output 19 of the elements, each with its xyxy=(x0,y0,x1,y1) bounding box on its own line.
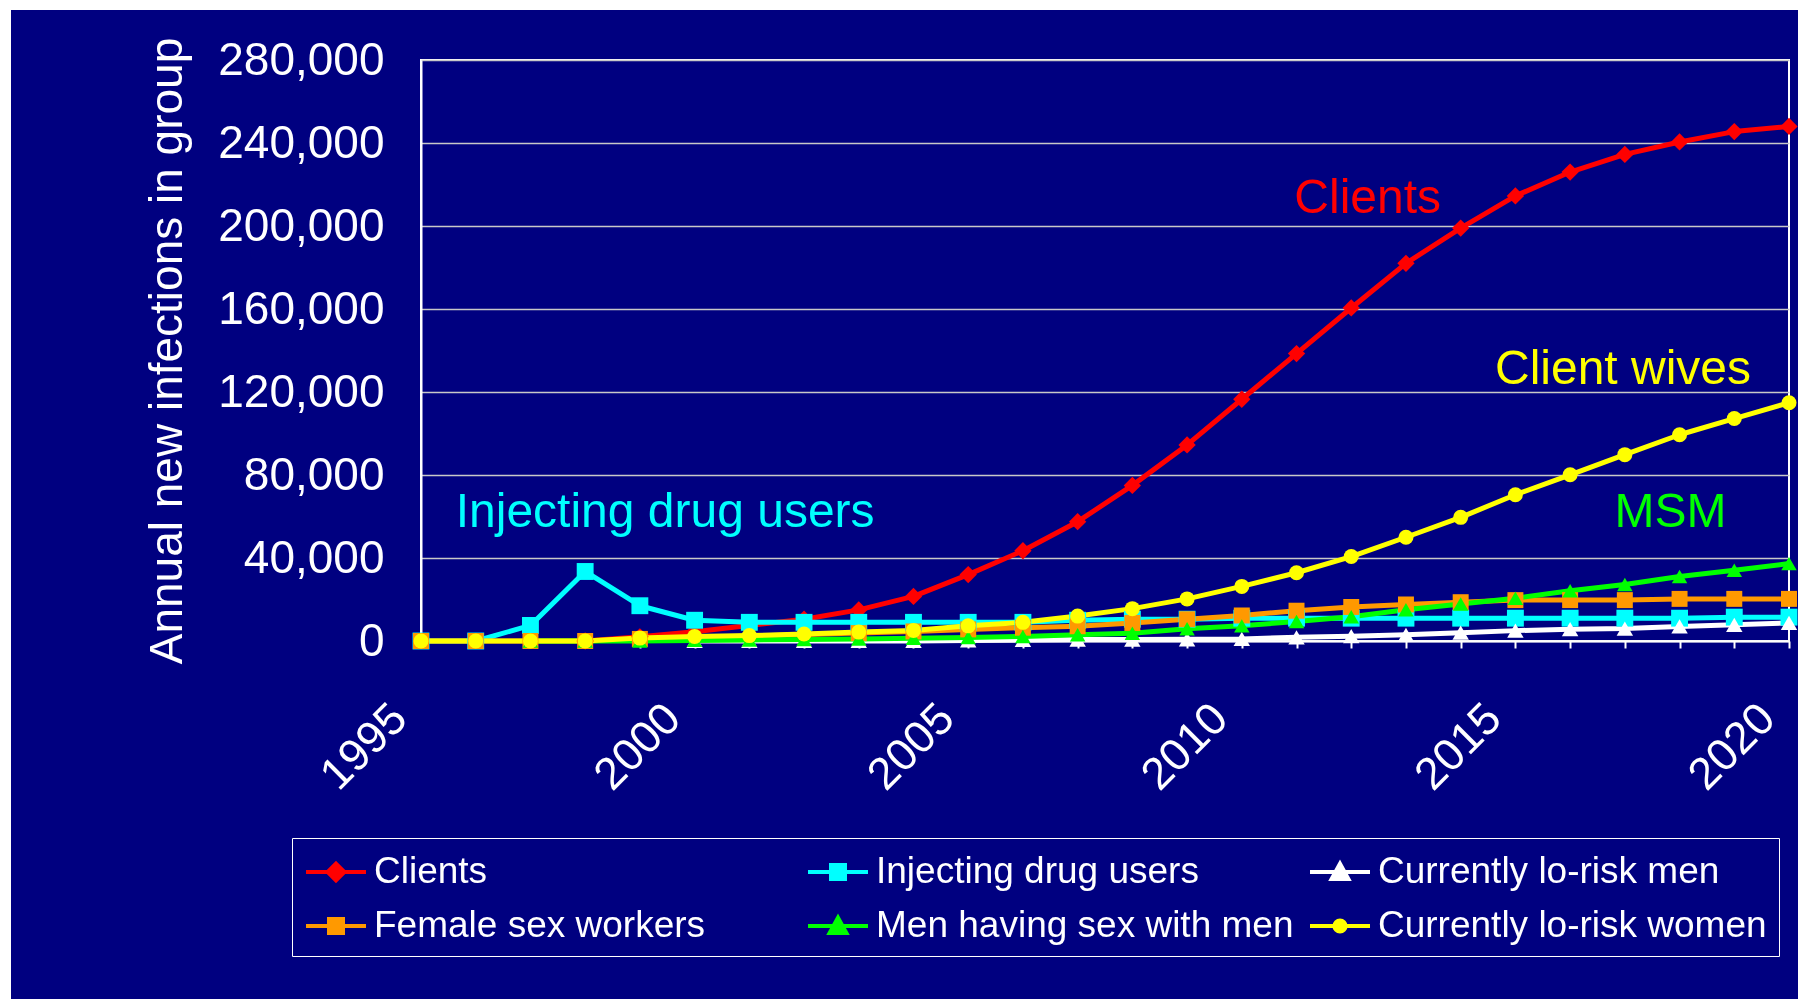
annotation: Injecting drug users xyxy=(455,484,875,538)
legend-label: Injecting drug users xyxy=(876,850,1199,891)
y-tick-label: 280,000 xyxy=(218,32,385,85)
legend-label: Men having sex with men xyxy=(876,904,1294,945)
legend-label: Female sex workers xyxy=(374,904,706,945)
annotation: Client wives xyxy=(1494,340,1752,394)
annotation: MSM xyxy=(1614,484,1727,538)
y-tick-label: 200,000 xyxy=(218,198,385,251)
y-tick-label: 240,000 xyxy=(218,115,385,168)
y-tick-label: 160,000 xyxy=(218,281,385,334)
legend-label: Clients xyxy=(374,850,488,891)
y-axis-title: Annual new infections in group xyxy=(139,37,192,665)
legend-label: Currently lo-risk men xyxy=(1378,850,1720,891)
y-tick-label: 0 xyxy=(358,613,385,666)
annotation: Clients xyxy=(1294,170,1442,224)
y-tick-label: 40,000 xyxy=(243,530,385,583)
legend-label: Currently lo-risk women xyxy=(1378,904,1767,945)
y-tick-label: 80,000 xyxy=(243,447,385,500)
y-tick-label: 120,000 xyxy=(218,364,385,417)
